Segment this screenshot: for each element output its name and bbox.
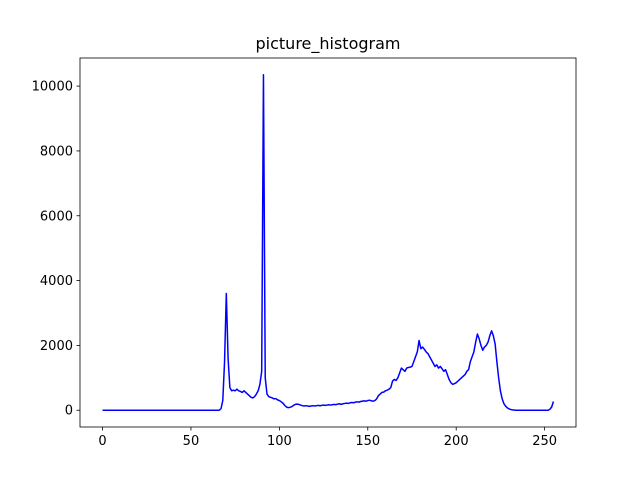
y-tick-label: 8000 — [40, 144, 73, 159]
data-line — [102, 74, 555, 411]
axes-frame — [79, 57, 577, 428]
x-tick-label: 100 — [267, 434, 292, 449]
x-tick-label: 0 — [98, 434, 106, 449]
y-tick-label: 0 — [65, 404, 73, 419]
x-tick-label: 50 — [183, 434, 200, 449]
x-tick-label: 200 — [444, 434, 469, 449]
y-tick-label: 10000 — [32, 80, 73, 95]
chart-title: picture_histogram — [256, 34, 401, 54]
y-tick-label: 2000 — [40, 339, 73, 354]
y-tick-label: 4000 — [40, 274, 73, 289]
y-tick-label: 6000 — [40, 209, 73, 224]
x-tick-label: 250 — [532, 434, 557, 449]
x-tick-label: 150 — [355, 434, 380, 449]
